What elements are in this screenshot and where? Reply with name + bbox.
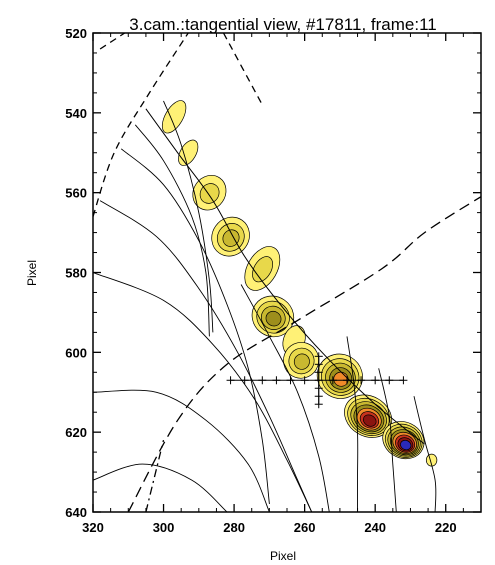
crosshair-marker-7 xyxy=(314,376,323,385)
crosshair-marker-2 xyxy=(240,376,249,385)
x-tick-label: 260 xyxy=(294,520,316,535)
y-tick-label: 580 xyxy=(65,266,87,281)
x-tick-label: 300 xyxy=(153,520,175,535)
line-of-sight-2 xyxy=(134,124,210,337)
profile-curve xyxy=(145,108,425,445)
line-of-sight-7 xyxy=(93,463,228,512)
crosshair-marker-16 xyxy=(314,368,323,377)
y-tick-label: 640 xyxy=(65,505,87,520)
crosshair-marker-6 xyxy=(300,376,309,385)
line-of-sight-10 xyxy=(413,396,437,512)
x-tick-label: 320 xyxy=(82,520,104,535)
crosshair-marker-9 xyxy=(342,376,351,385)
contour-level-7 xyxy=(362,414,377,427)
lines-of-sight xyxy=(93,100,437,512)
x-axis-label: Pixel xyxy=(270,549,296,563)
emission-blob-6 xyxy=(251,295,295,338)
line-of-sight-9 xyxy=(378,368,397,512)
contour-level-3 xyxy=(293,353,310,370)
crosshair-marker-19 xyxy=(314,400,323,409)
contour-level-8 xyxy=(400,439,412,451)
y-tick-label: 520 xyxy=(65,26,87,41)
emission-blob-3 xyxy=(192,175,227,211)
plot-area xyxy=(93,33,481,512)
crosshair-marker-11 xyxy=(371,376,380,385)
line-of-sight-4 xyxy=(99,200,313,512)
dashed-center-boundary xyxy=(222,33,263,106)
contour-level-4 xyxy=(265,310,282,327)
emission-contours xyxy=(161,100,438,467)
line-of-sight-6 xyxy=(93,389,270,512)
crosshair-marker-3 xyxy=(258,376,267,385)
emission-blob-4 xyxy=(211,216,250,257)
emission-blob-2 xyxy=(178,139,199,166)
contour-level-1 xyxy=(178,139,199,166)
line-of-sight-11 xyxy=(240,284,330,512)
crosshair-marker-15 xyxy=(314,360,323,369)
crosshair-marker-4 xyxy=(272,376,281,385)
crosshair-marker-14 xyxy=(314,352,323,361)
crosshair-marker-10 xyxy=(357,376,366,385)
y-tick-label: 540 xyxy=(65,106,87,121)
axes: 320 300 280 260 240 220 520 540 560 580 600 620 640 xyxy=(65,26,481,535)
crosshair-marker-18 xyxy=(314,392,323,401)
y-axis-label: Pixel xyxy=(25,260,39,286)
line-of-sight-3 xyxy=(120,148,270,505)
emission-blob-5 xyxy=(244,246,281,291)
crosshair-marker-17 xyxy=(314,384,323,393)
dashed-inner-boundary xyxy=(93,33,189,217)
line-of-sight-8 xyxy=(346,336,359,512)
chart-title: 3.cam.:tangential view, #17811, frame:11 xyxy=(129,15,436,34)
emission-blob-1 xyxy=(161,100,187,134)
dashed-boundaries xyxy=(93,33,481,512)
crosshair-marker-1 xyxy=(226,376,235,385)
line-of-sight-5 xyxy=(93,272,313,512)
contour-level-3 xyxy=(222,229,240,247)
dashed-upper-boundary xyxy=(99,33,126,50)
crosshair-marker-8 xyxy=(328,376,337,385)
x-tick-label: 240 xyxy=(364,520,386,535)
y-tick-label: 620 xyxy=(65,425,87,440)
contour-level-1 xyxy=(161,100,187,134)
x-tick-label: 280 xyxy=(223,520,245,535)
emission-blob-8 xyxy=(283,341,320,379)
y-tick-label: 560 xyxy=(65,186,87,201)
dashed-outer-boundary xyxy=(127,196,481,512)
crosshair-marker-5 xyxy=(286,376,295,385)
crosshair-marker-12 xyxy=(385,376,394,385)
crosshair-marker-13 xyxy=(399,376,408,385)
crosshair-markers xyxy=(226,352,408,409)
dash-dot-outer-boundary xyxy=(145,439,165,512)
x-tick-label: 220 xyxy=(435,520,457,535)
emission-blob-11 xyxy=(382,421,425,460)
line-of-sight-1 xyxy=(163,100,214,333)
y-tick-label: 600 xyxy=(65,345,87,360)
